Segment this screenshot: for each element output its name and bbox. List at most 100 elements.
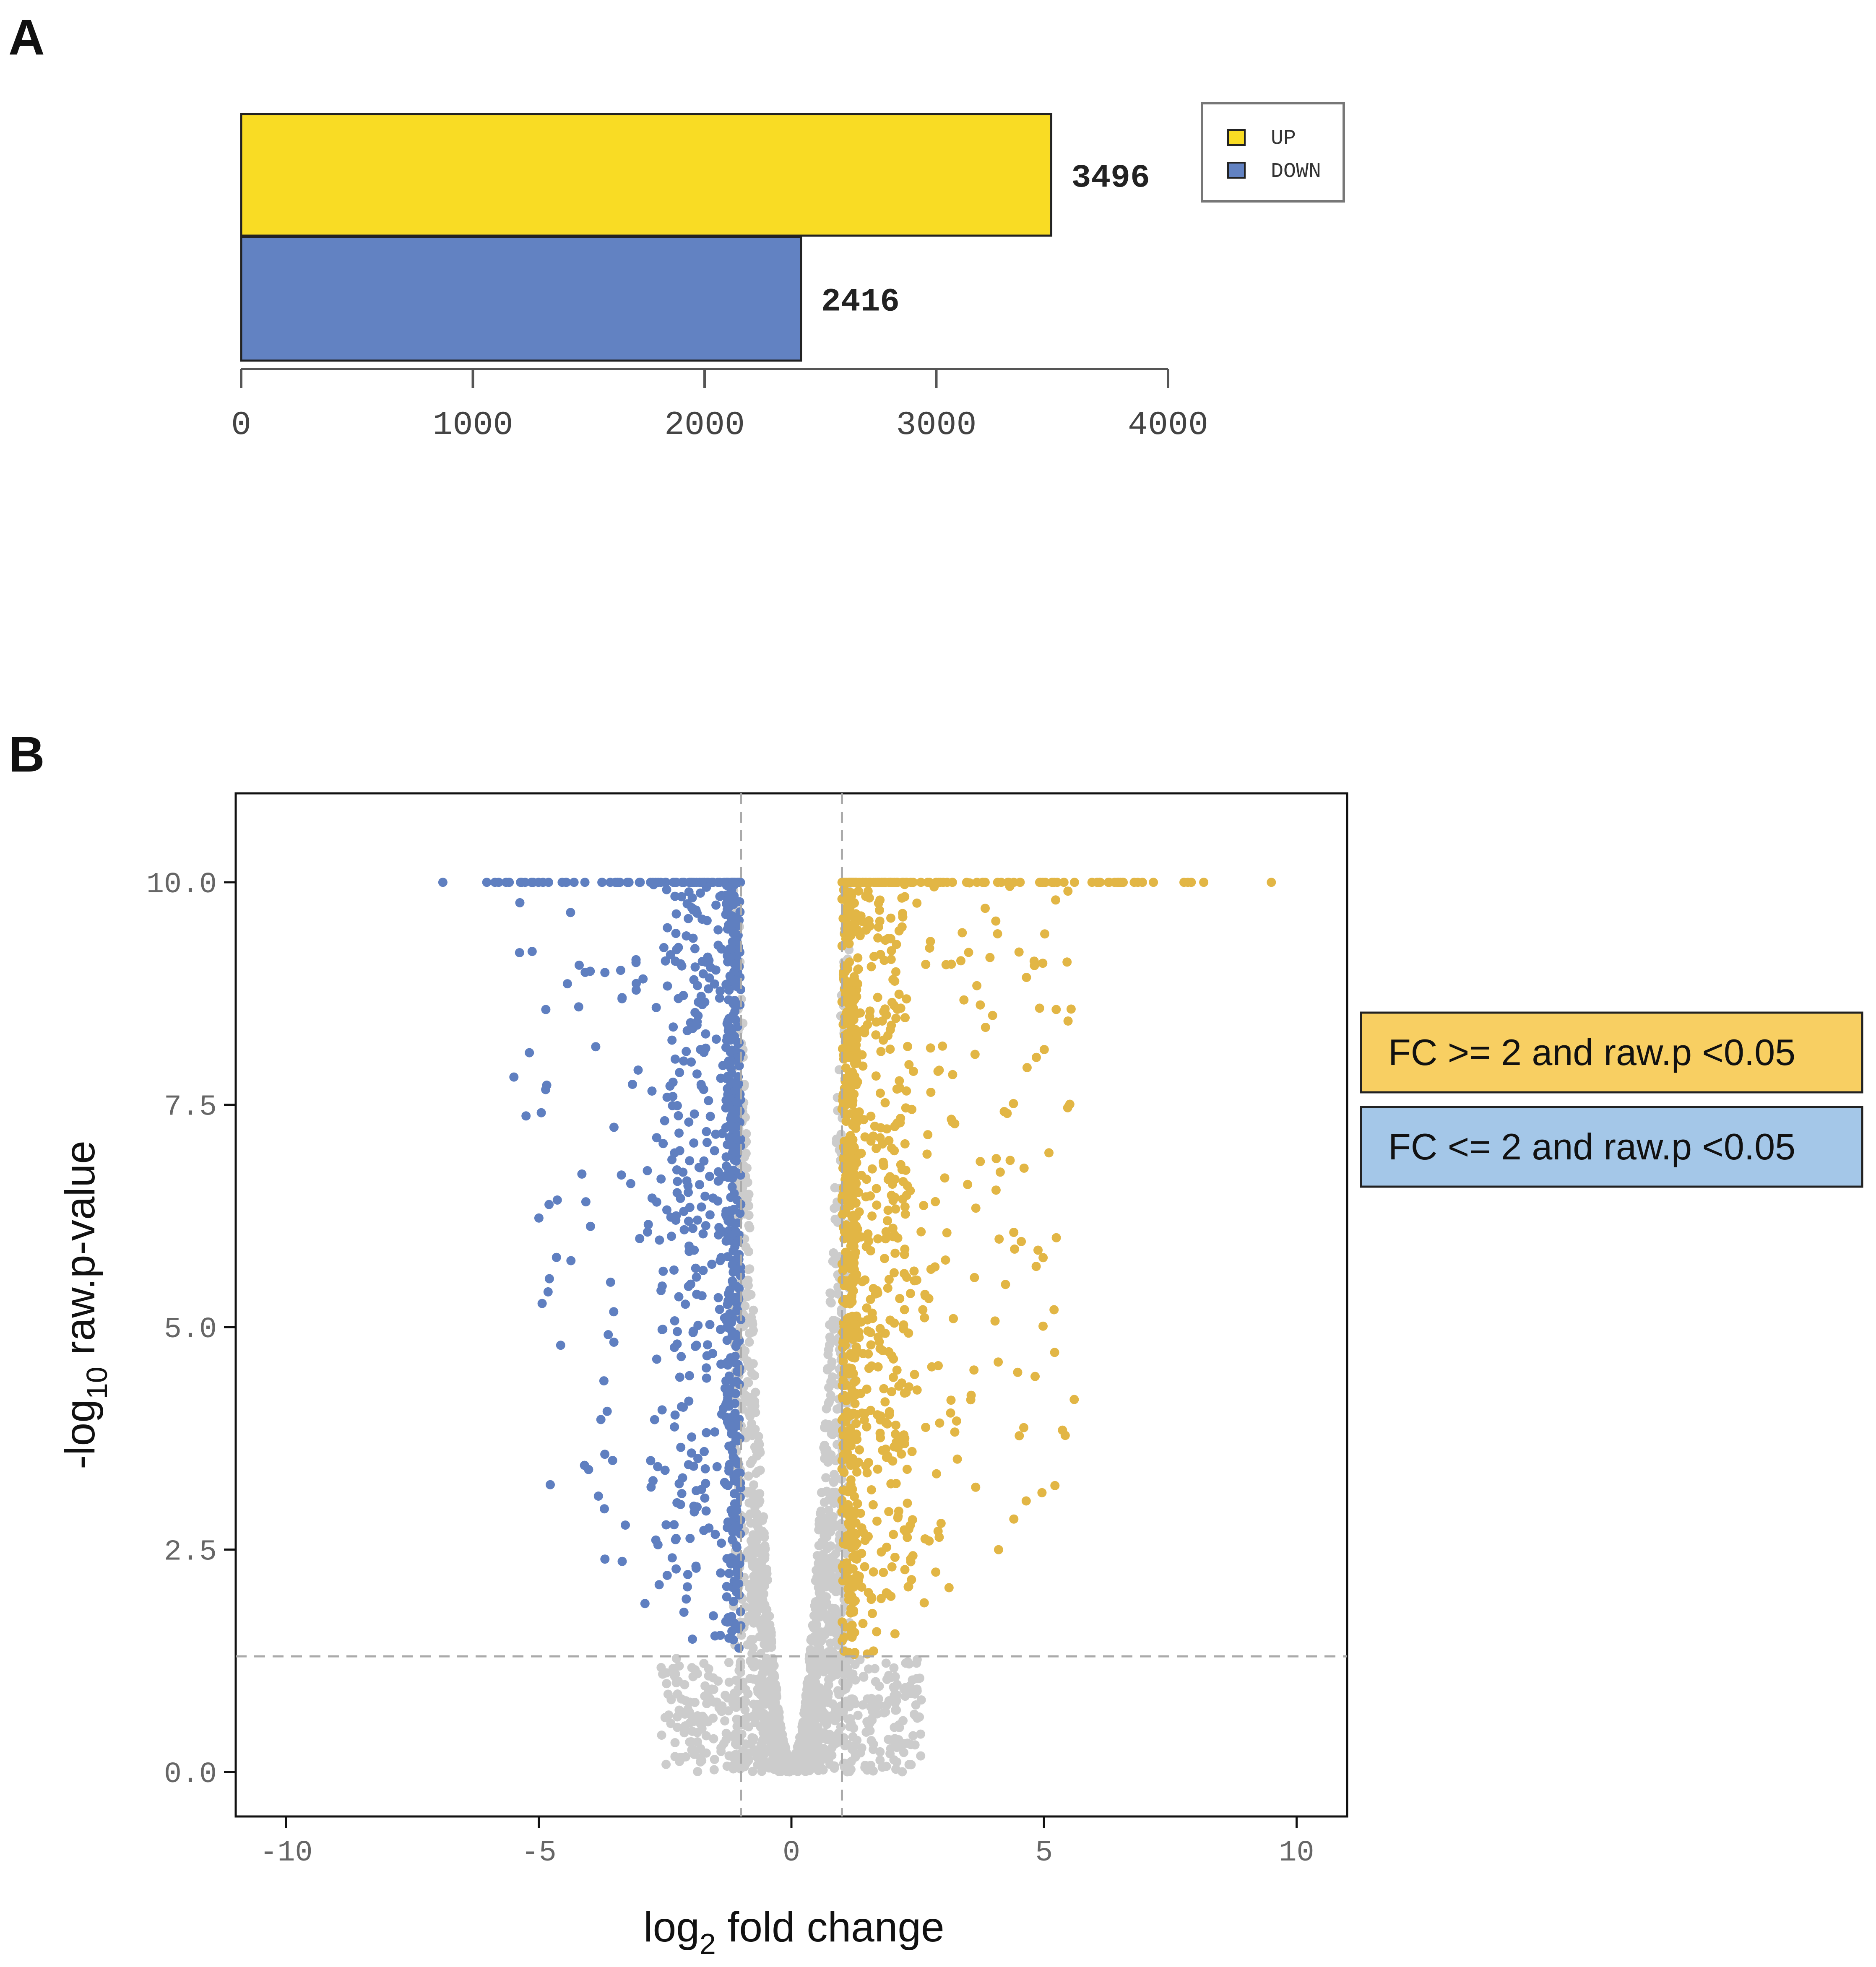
volcano-point-down	[707, 878, 717, 887]
volcano-point-down	[711, 900, 721, 910]
volcano-point-ns	[822, 1513, 831, 1523]
volcano-point-ns	[814, 1541, 824, 1550]
volcano-point-up	[910, 1369, 919, 1379]
volcano-point-up	[1022, 1063, 1032, 1073]
volcano-point-up	[938, 1041, 947, 1051]
volcano-x-tick-label: 10	[1279, 1837, 1314, 1870]
volcano-point-up	[870, 1121, 879, 1131]
volcano-point-up	[966, 1395, 976, 1405]
volcano-point-down	[700, 1447, 709, 1456]
volcano-point-down	[714, 1223, 724, 1232]
volcano-point-up	[976, 1157, 985, 1167]
volcano-point-ns	[672, 1712, 682, 1722]
volcano-point-up	[840, 1412, 850, 1421]
volcano-point-down	[729, 1204, 739, 1214]
volcano-point-down	[668, 1091, 678, 1101]
volcano-point-down	[438, 878, 448, 887]
bar-value-label-down: 2416	[821, 284, 900, 321]
volcano-threshold-lines	[236, 793, 1347, 1816]
volcano-point-up	[883, 1031, 893, 1040]
volcano-point-up	[879, 1568, 888, 1577]
volcano-point-up	[894, 990, 904, 999]
volcano-point-down	[684, 1371, 694, 1380]
volcano-point-down	[692, 1289, 702, 1299]
x-title-rest: fold change	[716, 1904, 945, 1951]
volcano-point-down	[690, 944, 700, 954]
volcano-point-ns	[819, 1443, 829, 1453]
volcano-point-up	[988, 1011, 997, 1020]
volcano-point-ns	[709, 1765, 719, 1775]
volcano-point-down	[640, 1599, 650, 1608]
volcano-point-up	[837, 894, 847, 904]
volcano-point-ns	[758, 1749, 768, 1759]
volcano-point-ns	[716, 1747, 726, 1757]
volcano-point-down	[699, 1047, 709, 1057]
volcano-point-up	[867, 1211, 877, 1221]
volcano-point-ns	[904, 1659, 914, 1669]
volcano-point-up	[1062, 957, 1072, 967]
volcano-point-ns	[815, 1553, 825, 1563]
volcano-point-up	[902, 1465, 912, 1474]
volcano-point-up	[907, 1575, 916, 1585]
volcano-point-up	[848, 1286, 858, 1296]
volcano-point-down	[593, 1491, 603, 1501]
volcano-point-up	[880, 1098, 890, 1107]
volcano-point-ns	[895, 1742, 905, 1751]
volcano-point-down	[580, 878, 590, 887]
volcano-point-up	[839, 1188, 848, 1198]
volcano-point-down	[691, 1563, 701, 1573]
volcano-point-ns	[841, 1549, 851, 1558]
volcano-point-ns	[687, 1745, 697, 1755]
volcano-point-up	[1149, 878, 1158, 887]
volcano-point-ns	[904, 1760, 914, 1770]
volcano-point-down	[713, 925, 723, 935]
volcano-point-up	[855, 931, 865, 941]
volcano-point-down	[616, 966, 625, 975]
volcano-point-down	[632, 979, 641, 988]
volcano-point-ns	[830, 1487, 840, 1497]
volcano-point-down	[544, 878, 553, 887]
volcano-point-ns	[678, 1753, 687, 1762]
volcano-point-down	[652, 1133, 661, 1143]
volcano-point-up	[926, 1088, 936, 1097]
volcano-point-down	[631, 955, 641, 964]
volcano-point-ns	[834, 1690, 844, 1699]
volcano-point-down	[708, 1349, 718, 1358]
volcano-point-ns	[824, 1675, 833, 1684]
volcano-point-down	[731, 1156, 741, 1166]
volcano-point-down	[711, 965, 721, 975]
volcano-point-down	[681, 1299, 690, 1309]
volcano-point-up	[891, 1204, 900, 1214]
volcano-point-down	[717, 944, 726, 954]
volcano-point-up	[891, 967, 900, 977]
volcano-point-down	[701, 1221, 710, 1230]
volcano-point-ns	[889, 1663, 899, 1673]
volcano-point-ns	[708, 1673, 718, 1683]
volcano-point-up	[844, 1294, 853, 1304]
volcano-point-up	[896, 1114, 905, 1123]
volcano-point-ns	[743, 1689, 753, 1699]
volcano-point-down	[671, 1564, 681, 1574]
volcano-point-down	[697, 1485, 706, 1494]
volcano-point-ns	[765, 1611, 774, 1621]
volcano-point-up	[892, 940, 901, 949]
volcano-point-down	[658, 1266, 668, 1276]
volcano-point-up	[869, 1646, 878, 1656]
volcano-point-down	[695, 1180, 704, 1190]
volcano-point-down	[544, 1200, 554, 1209]
volcano-point-ns	[916, 1751, 926, 1761]
volcano-point-ns	[670, 1738, 680, 1747]
volcano-point-ns	[720, 1716, 730, 1725]
volcano-point-up	[1110, 878, 1119, 887]
volcano-point-up	[850, 995, 859, 1004]
volcano-point-down	[723, 1554, 733, 1564]
volcano-point-up	[878, 1139, 887, 1149]
volcano-point-ns	[754, 1432, 763, 1441]
volcano-point-up	[872, 1516, 882, 1526]
volcano-point-ns	[717, 1707, 726, 1716]
volcano-point-down	[557, 878, 567, 887]
volcano-point-ns	[830, 1470, 839, 1479]
volcano-point-ns	[696, 1744, 705, 1754]
volcano-point-up	[1033, 1245, 1043, 1255]
volcano-point-ns	[750, 1587, 760, 1596]
